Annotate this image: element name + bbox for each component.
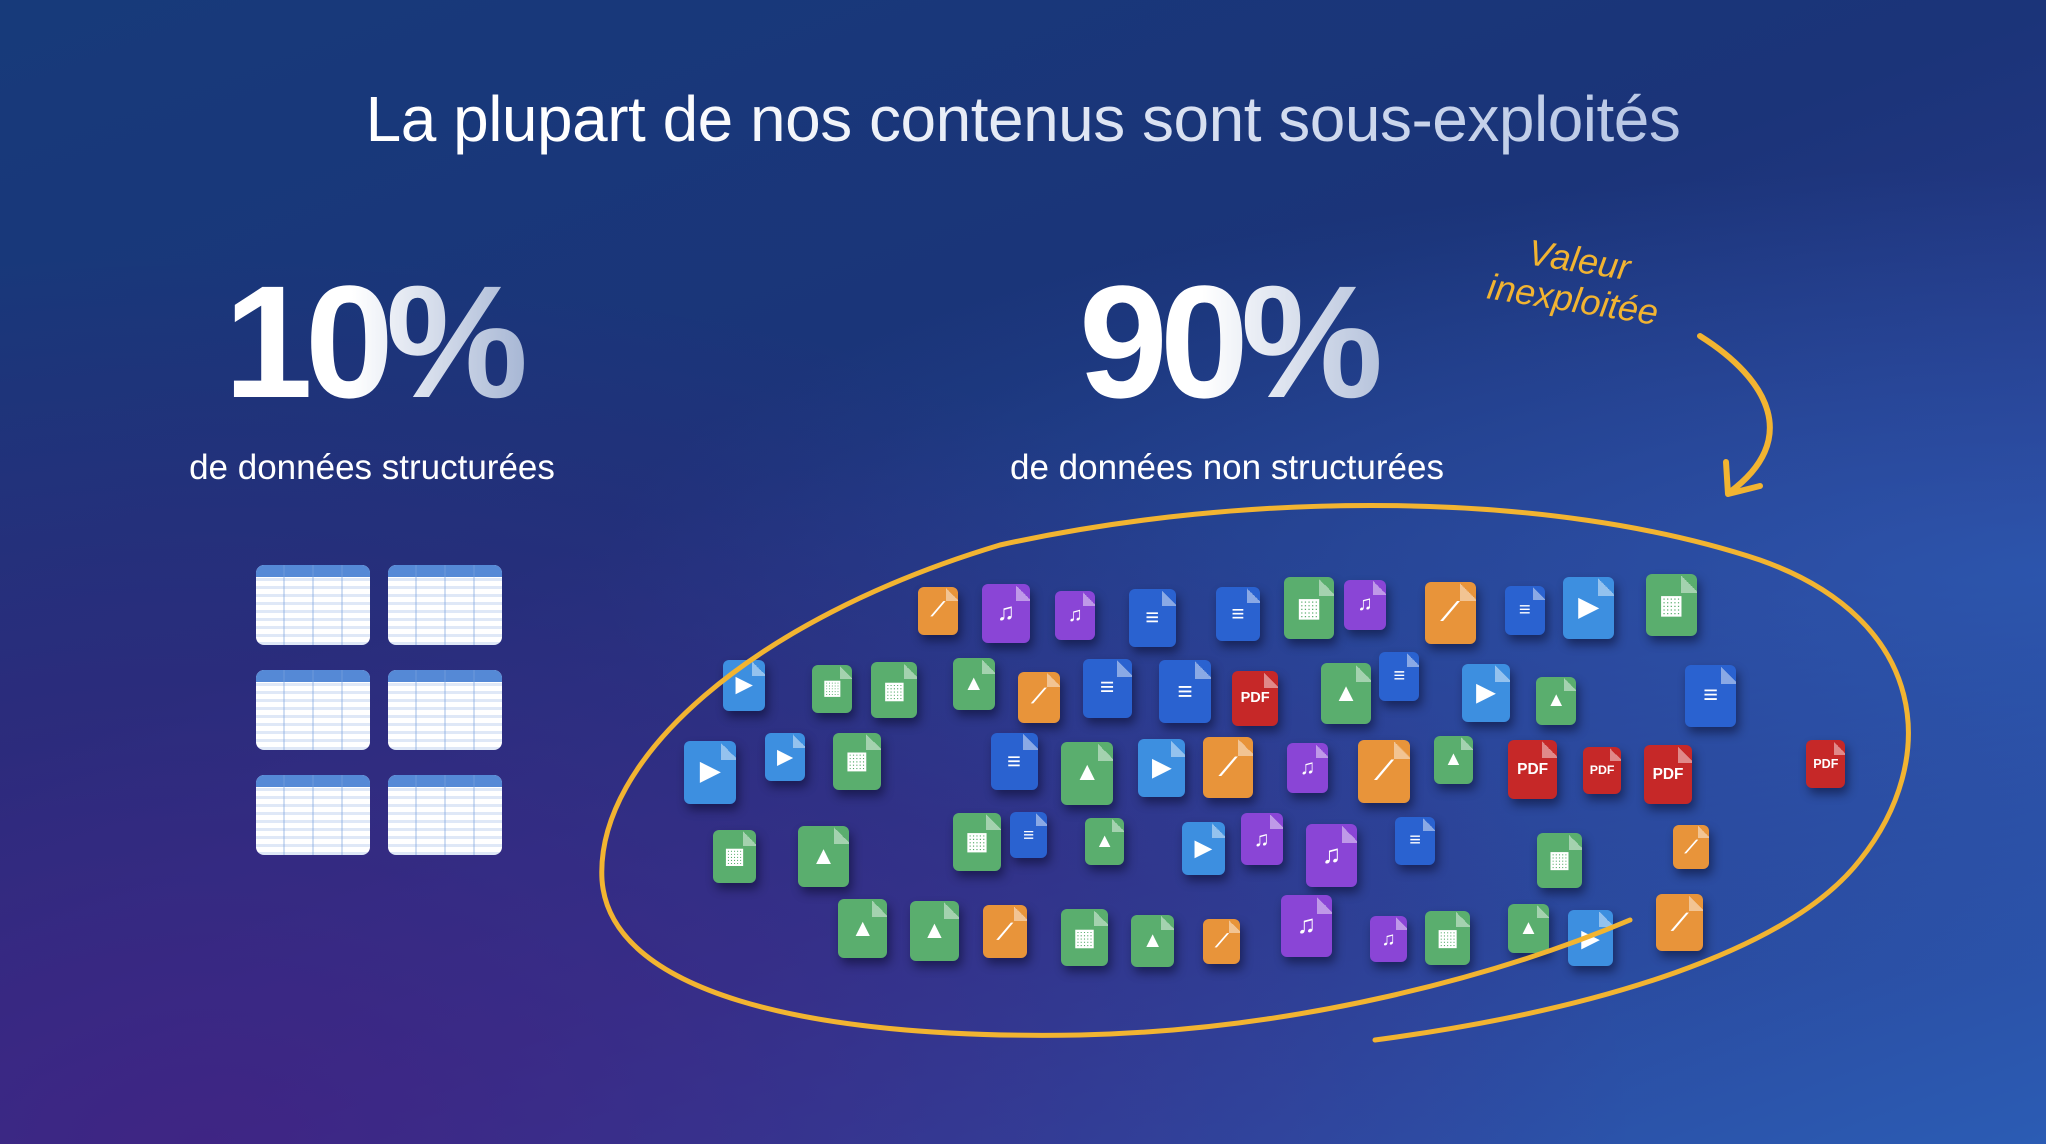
chart-file-icon: ⟋ — [982, 904, 1027, 959]
doc-file-icon: ≡ — [1009, 812, 1048, 859]
sheet-file-icon: ▦ — [812, 664, 853, 714]
pdf-file-icon: PDF — [1643, 744, 1693, 804]
image-file-icon: ▲ — [798, 825, 849, 888]
image-file-icon: ▲ — [1433, 735, 1474, 784]
doc-file-icon: ≡ — [1504, 585, 1545, 635]
sheet-file-icon: ▦ — [871, 661, 918, 719]
doc-file-icon: ≡ — [1158, 659, 1211, 724]
enclosing-loop — [599, 502, 1911, 1043]
sheet-file-icon: ▦ — [1061, 909, 1108, 966]
audio-file-icon: ♫ — [1286, 742, 1329, 794]
image-file-icon: ▲ — [1321, 663, 1372, 725]
video-file-icon: ▶ — [684, 740, 736, 804]
image-file-icon: ▲ — [1131, 914, 1175, 967]
structured-label: de données structurées — [189, 448, 555, 487]
table-icon — [256, 565, 370, 645]
sheet-file-icon: ▦ — [713, 830, 756, 883]
arrow-head — [1723, 459, 1763, 497]
chart-file-icon: ⟋ — [1673, 825, 1710, 870]
sheet-file-icon: ▦ — [1283, 577, 1335, 640]
image-file-icon: ▲ — [1085, 817, 1125, 866]
audio-file-icon: ♫ — [1055, 591, 1096, 640]
video-file-icon: ▶ — [722, 660, 765, 712]
image-file-icon: ▲ — [910, 901, 959, 961]
chart-file-icon: ⟋ — [1358, 740, 1410, 804]
image-file-icon: ▲ — [952, 658, 995, 710]
audio-file-icon: ♫ — [1369, 916, 1408, 962]
pdf-file-icon: PDF — [1232, 670, 1278, 727]
doc-file-icon: ≡ — [1379, 652, 1420, 701]
sheet-file-icon: ▦ — [1645, 574, 1697, 637]
image-file-icon: ▲ — [1061, 741, 1114, 805]
audio-file-icon: ♫ — [981, 583, 1030, 643]
image-file-icon: ▲ — [838, 899, 887, 959]
video-file-icon: ▶ — [1563, 577, 1614, 639]
chart-file-icon: ⟋ — [1203, 918, 1241, 965]
sheet-file-icon: ▦ — [953, 812, 1001, 871]
sheet-file-icon: ▦ — [1537, 833, 1582, 888]
video-file-icon: ▶ — [1461, 664, 1510, 723]
table-icon — [388, 670, 502, 750]
table-icon — [256, 775, 370, 855]
pdf-file-icon: PDF — [1508, 740, 1557, 800]
doc-file-icon: ≡ — [1685, 665, 1736, 727]
pdf-file-icon: PDF — [1806, 740, 1846, 789]
doc-file-icon: ≡ — [1082, 658, 1132, 719]
audio-file-icon: ♫ — [1240, 813, 1283, 866]
video-file-icon: ▶ — [765, 733, 805, 782]
chart-file-icon: ⟋ — [1424, 582, 1476, 645]
doc-file-icon: ≡ — [1215, 587, 1260, 642]
sheet-file-icon: ▦ — [1425, 910, 1470, 966]
chart-file-icon: ⟋ — [1656, 894, 1704, 952]
doc-file-icon: ≡ — [1395, 816, 1435, 865]
pdf-file-icon: PDF — [1582, 747, 1622, 795]
structured-percentage: 10% — [172, 262, 572, 422]
structured-stat: 10% de données structurées — [172, 262, 572, 488]
chart-file-icon: ⟋ — [1203, 737, 1254, 799]
image-file-icon: ▲ — [1536, 676, 1577, 726]
doc-file-icon: ≡ — [1128, 589, 1176, 647]
slide-title: La plupart de nos contenus sont sous-exp… — [0, 82, 2046, 156]
chart-file-icon: ⟋ — [1018, 672, 1060, 723]
image-file-icon: ▲ — [1508, 903, 1549, 953]
chart-file-icon: ⟋ — [918, 586, 958, 635]
video-file-icon: ▶ — [1181, 821, 1225, 875]
table-icon — [388, 775, 502, 855]
doc-file-icon: ≡ — [990, 732, 1038, 791]
unstructured-stat: 90% de données non structurées — [977, 262, 1477, 488]
table-icon — [256, 670, 370, 750]
arrow-curve — [1697, 333, 1773, 495]
audio-file-icon: ♫ — [1280, 894, 1332, 958]
sheet-file-icon: ▦ — [833, 732, 881, 791]
audio-file-icon: ♫ — [1305, 824, 1358, 888]
unstructured-label: de données non structurées — [1010, 448, 1444, 487]
video-file-icon: ▶ — [1137, 739, 1186, 798]
table-icon — [388, 565, 502, 645]
audio-file-icon: ♫ — [1344, 579, 1386, 630]
unstructured-percentage: 90% — [977, 262, 1477, 422]
